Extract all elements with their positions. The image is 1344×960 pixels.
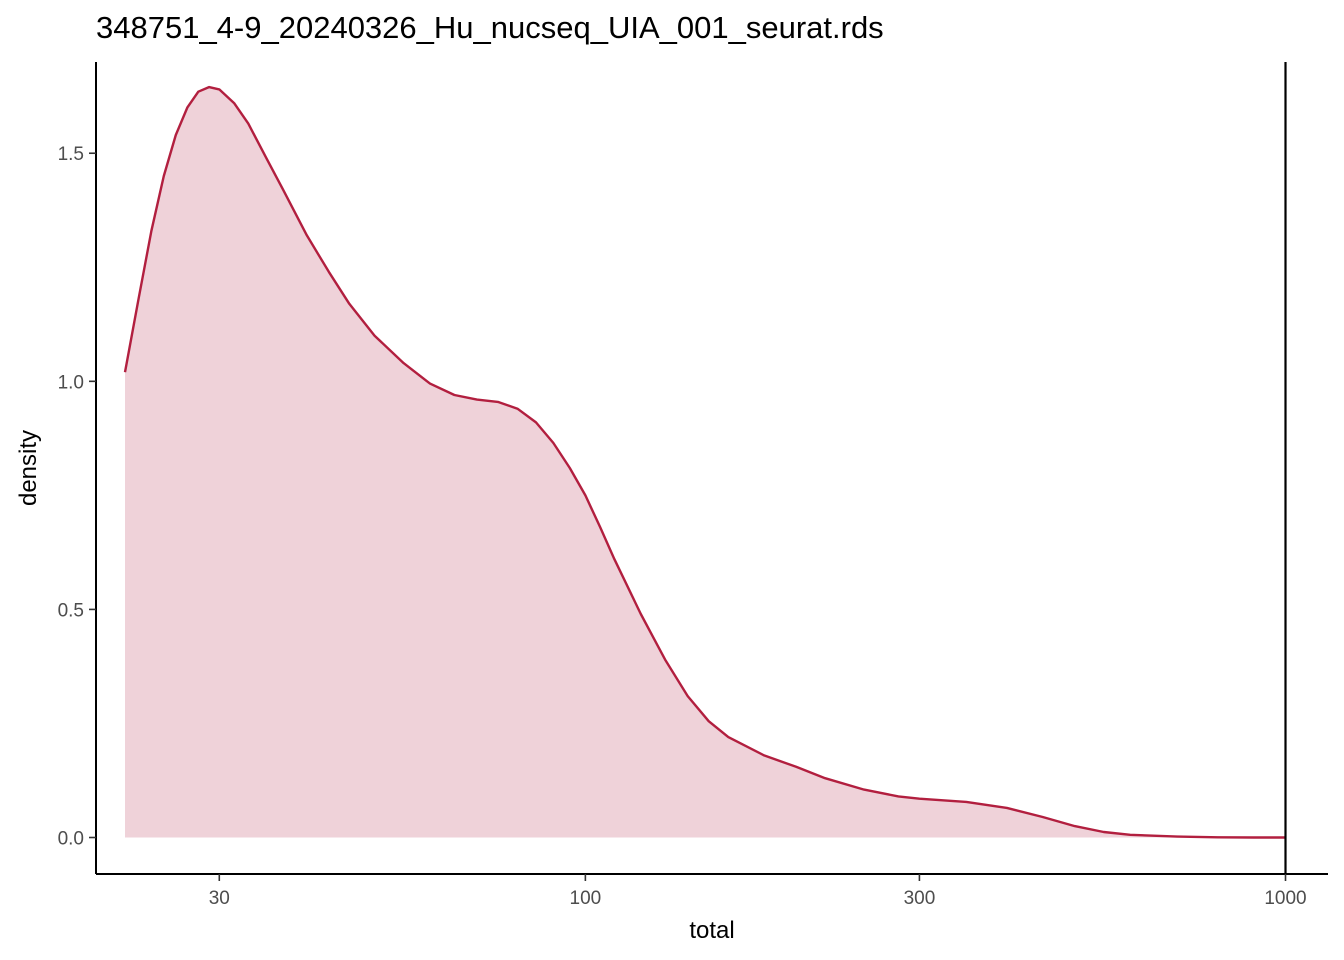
density-area-fill [125, 87, 1286, 838]
x-tick-label: 30 [209, 888, 230, 909]
y-tick-label: 1.5 [58, 144, 84, 165]
axes: 30 100 300 1000 0.0 0.5 1.0 1.5 [58, 62, 1328, 909]
y-tick-label: 1.0 [58, 372, 84, 393]
x-tick-label: 1000 [1264, 888, 1306, 909]
y-tick-label: 0.0 [58, 829, 84, 850]
plot-area [123, 62, 1287, 874]
x-axis-title: total [689, 917, 734, 944]
density-line [123, 85, 1286, 839]
y-axis-title: density [15, 430, 42, 506]
y-tick-label: 0.5 [58, 600, 84, 621]
chart-title: 348751_4-9_20240326_Hu_nucseq_UIA_001_se… [96, 10, 884, 45]
x-tick-label: 300 [904, 888, 936, 909]
x-tick-label: 100 [570, 888, 602, 909]
